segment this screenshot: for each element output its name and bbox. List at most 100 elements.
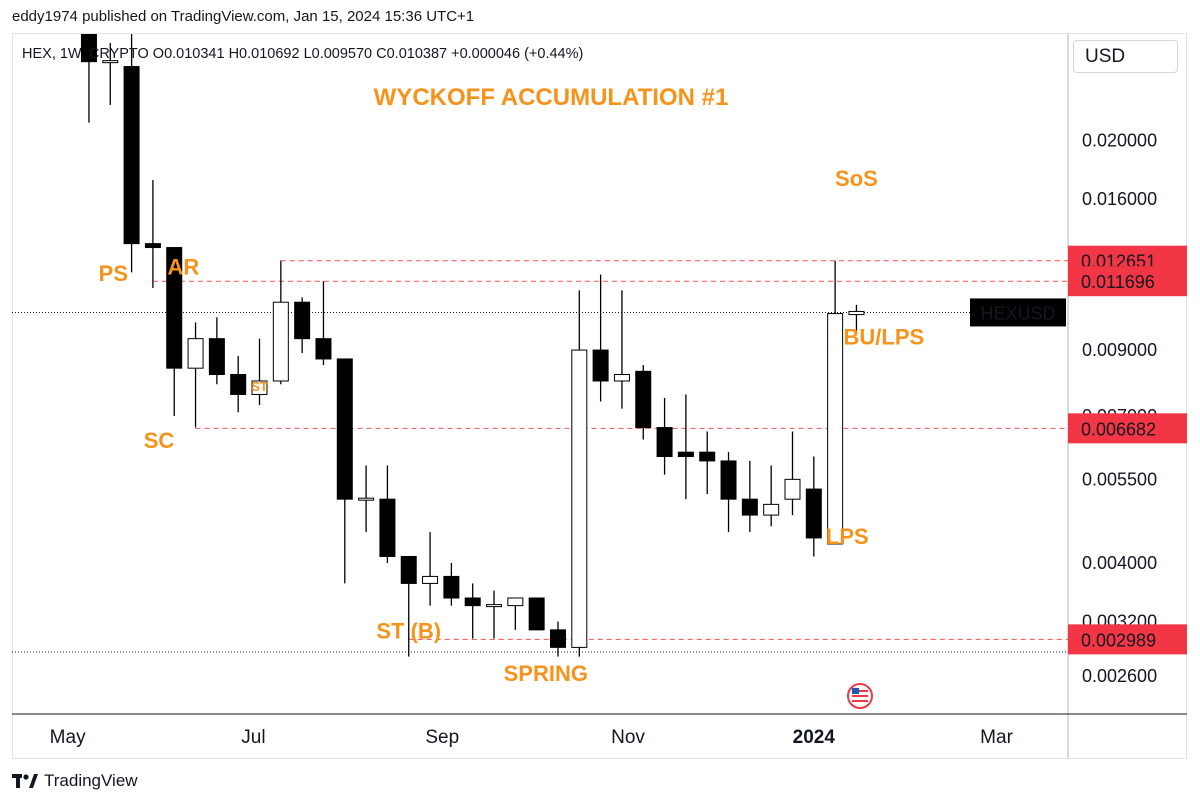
wyckoff-annotation: AR: [167, 255, 199, 280]
candle[interactable]: [358, 465, 375, 533]
level-badge[interactable]: [1068, 413, 1187, 444]
ticker-badge-label: HEXUSD: [980, 303, 1055, 323]
candle[interactable]: [720, 452, 737, 533]
level-badge-label: 0.002989: [1081, 630, 1156, 650]
level-badge-label: 0.011696: [1081, 272, 1155, 292]
candle[interactable]: [144, 180, 161, 289]
wyckoff-annotation: PS: [99, 261, 128, 286]
candle-body-up: [187, 338, 204, 369]
candle-body-up: [251, 380, 268, 395]
candle-body-up: [784, 478, 801, 500]
level-badge-label: 0.006682: [1081, 419, 1156, 439]
candle-body-down: [80, 34, 97, 63]
wyckoff-annotation: SPRING: [504, 661, 588, 686]
candle[interactable]: [315, 281, 332, 366]
candle-body-down: [230, 374, 247, 395]
candle[interactable]: [699, 431, 716, 495]
candle[interactable]: [102, 42, 119, 105]
candle-body-up: [102, 60, 119, 64]
candle[interactable]: [208, 317, 225, 385]
y-tick-label: 0.002600: [1082, 666, 1157, 686]
candle[interactable]: [486, 590, 503, 639]
candle-body-up: [827, 313, 844, 545]
wyckoff-annotation: LPS: [826, 524, 869, 549]
candle[interactable]: [272, 260, 289, 385]
wyckoff-annotation: SoS: [835, 166, 878, 191]
level-badge[interactable]: [1068, 624, 1187, 655]
candle[interactable]: [230, 355, 247, 413]
candle[interactable]: [294, 297, 311, 354]
candle-body-down: [400, 555, 417, 584]
candle[interactable]: [464, 583, 481, 639]
candle[interactable]: [763, 465, 780, 527]
y-tick-label: 0.009000: [1082, 340, 1157, 360]
x-tick-label: May: [50, 727, 86, 748]
x-tick-label: Mar: [980, 727, 1013, 748]
candle[interactable]: [507, 597, 524, 630]
candle[interactable]: [848, 304, 865, 334]
candle-body-down: [805, 488, 822, 539]
candle[interactable]: [613, 290, 630, 409]
candle-body-down: [720, 460, 737, 500]
wyckoff-annotation: BU/LPS: [844, 324, 925, 349]
candle-body-down: [656, 427, 673, 458]
candle[interactable]: [379, 465, 396, 563]
candle-body-up: [486, 604, 503, 608]
x-tick-label: Jul: [241, 727, 265, 748]
candle[interactable]: [251, 338, 268, 406]
candle[interactable]: [677, 394, 694, 500]
candle[interactable]: [422, 532, 439, 606]
candle-body-down: [528, 597, 545, 631]
axis-layer: 0.0200000.0160000.0090000.0070000.005500…: [50, 130, 1187, 748]
x-tick-label: Sep: [425, 727, 459, 748]
candle-body-down: [294, 301, 311, 340]
tradingview-brand: TradingView: [44, 771, 138, 790]
y-tick-label: 0.016000: [1082, 189, 1157, 209]
candle-body-up: [763, 503, 780, 516]
candle[interactable]: [123, 1, 140, 273]
candle[interactable]: [827, 260, 844, 545]
candle[interactable]: [741, 460, 758, 533]
candle-body-up: [613, 374, 630, 382]
candle-body-down: [592, 349, 609, 382]
candle-body-down: [741, 498, 758, 516]
candle[interactable]: [443, 562, 460, 606]
y-tick-label: 0.020000: [1082, 130, 1157, 150]
candle-body-down: [464, 597, 481, 607]
candle[interactable]: [336, 358, 353, 584]
candle-body-down: [699, 451, 716, 462]
annotations-layer: PS AR SC ST ST (B) SPRING SoS BU/LPS LPS: [99, 166, 925, 686]
candle-body-down: [379, 498, 396, 557]
candle[interactable]: [166, 247, 183, 417]
candles-layer: [80, 0, 865, 657]
candle[interactable]: [528, 597, 545, 631]
wyckoff-annotation: ST (B): [376, 618, 441, 643]
candle[interactable]: [784, 431, 801, 516]
candle[interactable]: [187, 322, 204, 428]
level-badge[interactable]: [1068, 266, 1187, 297]
candle-body-up: [507, 597, 524, 607]
candle[interactable]: [805, 456, 822, 557]
candle[interactable]: [656, 397, 673, 475]
candle-body-down: [208, 338, 225, 376]
wyckoff-annotation: ST: [251, 379, 268, 394]
ticker-badge: [970, 298, 1066, 327]
candle-body-up: [358, 497, 375, 501]
candle[interactable]: [635, 365, 652, 440]
candle[interactable]: [592, 274, 609, 402]
chart-title: WYCKOFF ACCUMULATION #1: [374, 84, 729, 111]
tradingview-footer[interactable]: TradingView: [12, 771, 138, 791]
candle[interactable]: [571, 290, 588, 657]
candle-body-up: [848, 310, 865, 316]
us-flag-icon[interactable]: [847, 683, 873, 709]
candle[interactable]: [549, 621, 566, 657]
candle[interactable]: [80, 0, 97, 123]
candle-body-down: [443, 575, 460, 599]
y-tick-label: 0.005500: [1082, 469, 1157, 489]
candle[interactable]: [400, 555, 417, 657]
candle-body-down: [336, 358, 353, 500]
tradingview-logo-icon: [12, 774, 38, 788]
candle-body-down: [123, 66, 140, 245]
currency-selector[interactable]: USD: [1073, 40, 1178, 73]
